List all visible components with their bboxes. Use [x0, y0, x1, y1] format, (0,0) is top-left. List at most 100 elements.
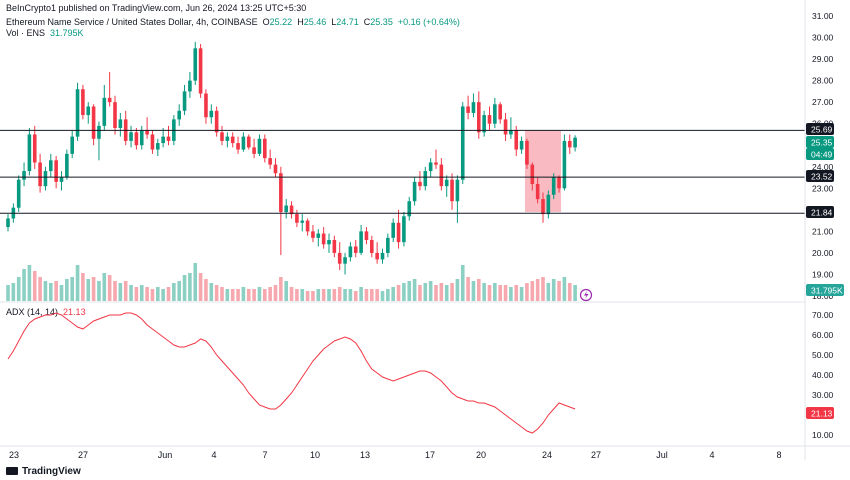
- high-label: H: [297, 17, 304, 27]
- candle: [107, 97, 112, 103]
- volume-bar: [353, 291, 358, 301]
- symbol-name[interactable]: Ethereum Name Service / United States Do…: [6, 17, 258, 27]
- candle: [246, 136, 251, 148]
- volume-bar: [519, 287, 524, 301]
- tradingview-logo[interactable]: TradingView: [6, 466, 81, 477]
- volume-bar: [295, 289, 299, 301]
- candle: [166, 136, 171, 141]
- volume-bar: [316, 289, 321, 301]
- time-axis[interactable]: 23 27 Jun 4 7 10 13 17 20 24 27 Jul 4 8: [9, 450, 782, 460]
- volume-bar: [241, 287, 246, 301]
- volume-bar: [364, 289, 369, 301]
- time-tick-label: 27: [591, 450, 601, 460]
- volume-bar: [327, 289, 331, 301]
- volume-bar: [139, 285, 144, 301]
- candle: [188, 80, 192, 92]
- volume-bar: [220, 287, 224, 301]
- candle: [359, 231, 363, 253]
- volume-bar: [113, 281, 117, 301]
- volume-bar: [273, 285, 278, 301]
- volume-label[interactable]: Vol · ENS: [6, 28, 46, 38]
- candle: [236, 143, 240, 150]
- adx-badge: 21.13: [811, 409, 833, 419]
- candle: [134, 132, 139, 146]
- adx-label[interactable]: ADX (14, 14): [6, 307, 59, 317]
- levels-layer: [0, 129, 805, 214]
- candle: [546, 194, 551, 215]
- volume-bar: [503, 285, 508, 301]
- candle: [70, 136, 74, 154]
- adx-value: 21.13: [63, 307, 86, 317]
- candle: [503, 119, 508, 135]
- candle: [118, 119, 123, 128]
- candle: [455, 179, 460, 202]
- adx-legend: ADX (14, 14) 21.13: [6, 307, 86, 317]
- volume-bar: [337, 287, 342, 301]
- volume-bar: [321, 289, 326, 301]
- time-tick-label: 4: [211, 450, 216, 460]
- volume-bar: [102, 273, 107, 301]
- price-tick-label: 20.00: [812, 248, 834, 258]
- candle: [32, 134, 37, 163]
- price-change: +0.16 (+0.64%): [397, 17, 460, 27]
- candle: [300, 220, 305, 223]
- time-tick-label: 4: [709, 450, 714, 460]
- adx-tick-label: 50.00: [812, 350, 834, 360]
- candle: [268, 158, 272, 165]
- candle: [450, 179, 454, 202]
- volume-bar: [402, 283, 406, 301]
- resistance-badge-bg: [806, 123, 834, 135]
- price-tick-label: 19.00: [812, 269, 834, 279]
- volume-bar: [359, 287, 363, 301]
- volume-bar: [498, 285, 502, 301]
- volume-bar: [460, 265, 465, 301]
- adx-tick-label: 60.00: [812, 330, 834, 340]
- candle: [519, 140, 524, 150]
- volume-bar: [188, 273, 192, 301]
- volume-bar: [123, 281, 128, 301]
- volume-bar: [487, 285, 492, 301]
- candle: [460, 106, 465, 180]
- mid-level-badge-bg: [806, 170, 834, 182]
- candle: [471, 102, 476, 113]
- candle: [161, 136, 165, 144]
- high-value: 25.46: [303, 17, 327, 27]
- volume-bar: [391, 287, 395, 301]
- candle: [396, 222, 401, 243]
- candle: [535, 184, 540, 200]
- volume-bar: [263, 289, 267, 301]
- candle: [530, 164, 535, 184]
- adx-line: [7, 312, 576, 434]
- candle: [311, 231, 315, 238]
- candle: [289, 205, 294, 215]
- volume-bar: [86, 279, 91, 301]
- countdown-badge-bg: [806, 148, 834, 160]
- volume-bar: [65, 279, 69, 301]
- volume-badge: 31.795K: [811, 286, 843, 296]
- volume-legend: Vol · ENS 31.795K: [6, 28, 84, 38]
- volume-badge-bg: [806, 284, 844, 296]
- candle: [407, 201, 412, 217]
- candle: [204, 93, 208, 118]
- volume-bar: [482, 283, 486, 301]
- last-price-badge-bg: [806, 136, 834, 148]
- open-label: O: [262, 17, 270, 27]
- candle: [337, 252, 342, 264]
- volume-bar: [439, 283, 444, 301]
- volume-bar: [182, 275, 187, 301]
- volume-bar: [43, 281, 48, 301]
- candle: [498, 104, 502, 120]
- price-tick-label: 27.00: [812, 97, 834, 107]
- volume-bar: [97, 281, 101, 301]
- volume-bar: [551, 279, 556, 301]
- lightning-icon[interactable]: [579, 288, 593, 302]
- candle: [573, 137, 577, 148]
- volume-bar: [252, 289, 256, 301]
- candle: [370, 240, 374, 253]
- candle: [428, 162, 433, 172]
- candle: [557, 177, 561, 189]
- candle: [91, 106, 96, 139]
- candle: [209, 110, 214, 118]
